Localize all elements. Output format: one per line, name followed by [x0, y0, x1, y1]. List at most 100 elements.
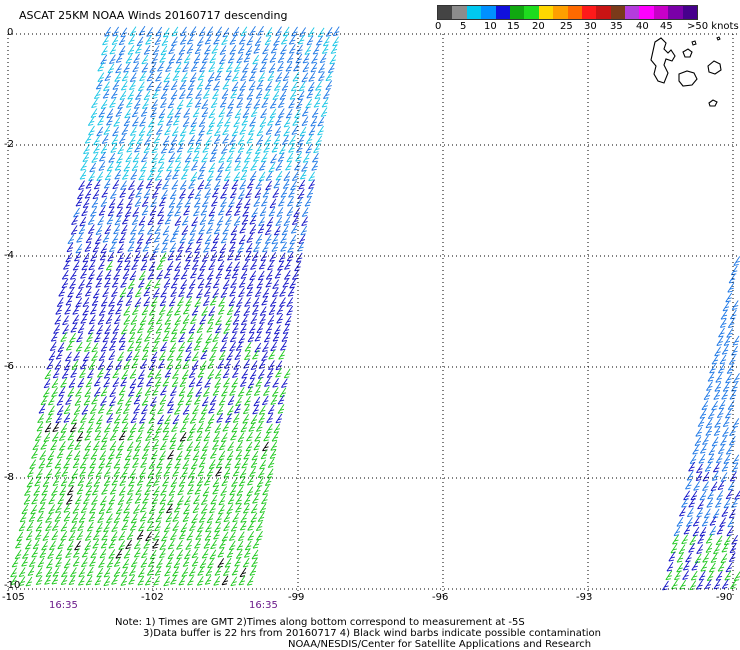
legend-swatch — [596, 6, 611, 19]
wind-barb — [169, 232, 177, 243]
legend-swatch — [538, 6, 554, 19]
wind-barb — [163, 576, 171, 587]
wind-barb — [711, 354, 719, 365]
wind-barb — [33, 486, 41, 496]
wind-barb — [143, 45, 151, 55]
wind-barb — [300, 225, 308, 236]
wind-barb — [92, 530, 100, 541]
wind-barb — [136, 476, 144, 486]
wind-barb — [106, 557, 114, 568]
wind-barb — [92, 189, 100, 200]
wind-barb — [227, 494, 235, 505]
wind-barb — [238, 189, 245, 200]
wind-barb — [179, 189, 186, 199]
wind-barb — [31, 449, 38, 459]
wind-barb — [132, 449, 140, 460]
wind-barb — [194, 98, 202, 108]
wind-barb — [118, 233, 126, 244]
wind-barb — [192, 107, 200, 118]
wind-barb — [668, 551, 676, 562]
wind-barb — [210, 494, 218, 505]
wind-barb — [715, 571, 723, 581]
wind-barb — [51, 431, 59, 442]
wind-barb — [89, 304, 97, 315]
wind-barb — [152, 243, 160, 254]
wind-barb — [268, 305, 276, 315]
wind-barb — [690, 570, 698, 581]
wind-barb — [191, 360, 199, 370]
wind-barb — [77, 476, 85, 487]
wind-barb — [211, 144, 218, 155]
wind-barb — [167, 539, 175, 550]
wind-barb — [204, 44, 211, 55]
wind-barb — [219, 97, 227, 108]
wind-barb — [111, 134, 119, 145]
wind-barb — [239, 567, 247, 578]
wind-barb — [153, 531, 160, 541]
wind-barb — [252, 404, 260, 415]
wind-barb — [128, 180, 135, 190]
wind-barb — [225, 315, 233, 326]
wind-barb — [149, 63, 157, 73]
wind-barb — [239, 323, 247, 334]
wind-barb — [291, 125, 299, 135]
wind-barb — [291, 26, 298, 37]
wind-barb — [213, 34, 220, 45]
wind-barb — [167, 396, 174, 407]
wind-barb — [224, 161, 232, 172]
wind-barb — [202, 486, 210, 497]
wind-barb — [178, 89, 186, 100]
wind-barb — [682, 560, 690, 571]
wind-barb — [174, 315, 182, 326]
wind-barb — [102, 332, 110, 343]
wind-barb — [38, 458, 46, 469]
wind-barb — [297, 189, 305, 199]
wind-barb — [123, 360, 131, 370]
wind-barb — [325, 80, 333, 90]
wind-barb — [173, 558, 181, 569]
wind-barb — [179, 323, 187, 334]
wind-barb — [702, 481, 709, 491]
wind-barb — [183, 205, 190, 216]
wind-barb — [259, 314, 266, 325]
wind-barb — [258, 72, 265, 82]
wind-barb — [139, 511, 147, 522]
wind-barb — [196, 422, 204, 433]
coastline-marchena — [691, 40, 697, 46]
wind-barb — [275, 360, 283, 371]
wind-barb — [164, 315, 172, 325]
wind-barb — [126, 287, 134, 298]
wind-barb — [112, 377, 120, 388]
wind-barb — [259, 459, 266, 470]
wind-barb — [720, 472, 728, 482]
wind-barb — [92, 242, 100, 253]
wind-barb — [146, 27, 153, 37]
wind-barb — [253, 44, 261, 54]
wind-barb — [216, 117, 224, 127]
wind-barb — [274, 126, 282, 136]
wind-barb — [193, 142, 201, 153]
wind-barb — [229, 35, 237, 45]
wind-barb — [311, 108, 319, 118]
wind-barb — [121, 422, 129, 433]
wind-barb — [120, 27, 128, 38]
wind-barb — [712, 462, 720, 473]
wind-barb — [83, 144, 90, 155]
wind-barb — [199, 261, 207, 271]
wind-barbs — [10, 25, 740, 591]
wind-barb — [725, 292, 733, 303]
wind-barb — [186, 88, 193, 99]
wind-barb — [117, 252, 125, 263]
wind-barb — [56, 395, 64, 406]
wind-barb — [88, 360, 96, 370]
wind-barb — [207, 314, 215, 324]
wind-barb — [97, 259, 105, 270]
wind-barb — [109, 440, 117, 451]
wind-barb — [129, 26, 137, 37]
wind-barb — [691, 560, 699, 571]
wind-barb — [214, 126, 221, 137]
wind-barb — [707, 409, 715, 419]
wind-barb — [196, 36, 204, 47]
wind-barb — [139, 71, 146, 82]
wind-barb — [180, 169, 188, 180]
